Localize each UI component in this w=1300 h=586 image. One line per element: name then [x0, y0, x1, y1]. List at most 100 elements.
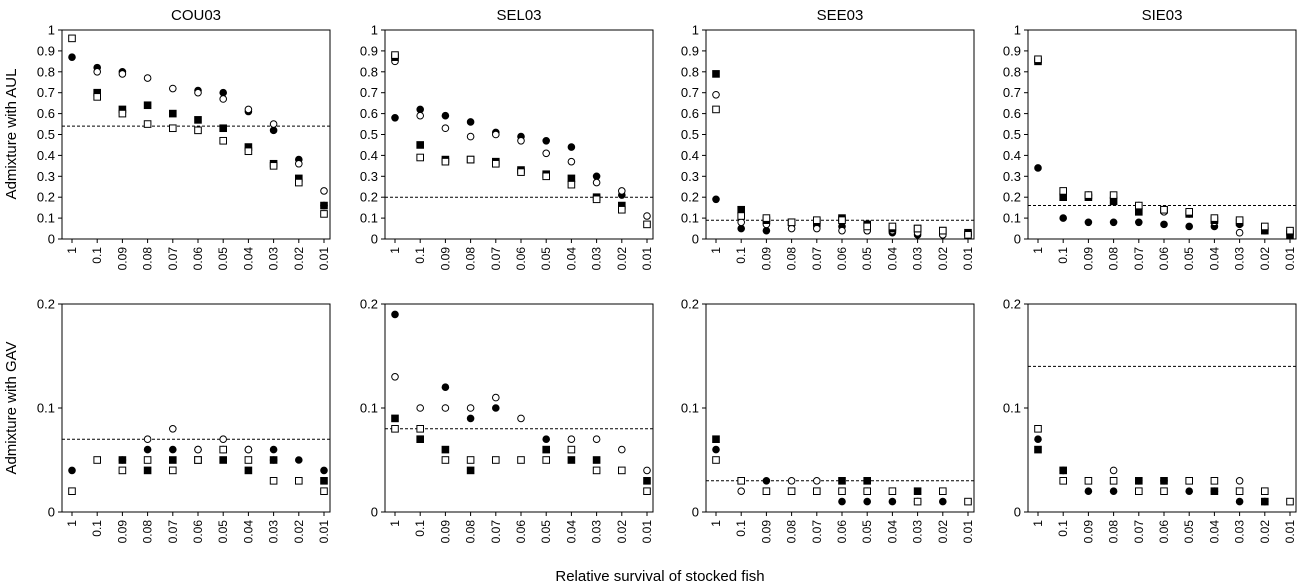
x-tick-label: 0.04: [885, 247, 899, 271]
data-point: [592, 195, 601, 204]
x-tick-label: 0.1: [90, 520, 104, 537]
y-tick-label: 0.2: [37, 297, 55, 312]
panel-frame: [705, 29, 975, 240]
x-tick-label: 0.08: [785, 520, 799, 544]
data-point: [68, 487, 76, 495]
data-point: [1286, 226, 1294, 235]
data-point: [93, 93, 102, 101]
data-point: [813, 216, 821, 224]
data-point: [1059, 187, 1068, 195]
data-point: [1160, 477, 1168, 485]
data-point: [492, 159, 500, 168]
data-point: [1235, 216, 1244, 224]
data-point: [391, 425, 399, 433]
x-tick-label: 1: [709, 247, 723, 254]
data-point: [567, 456, 576, 464]
data-point: [320, 210, 328, 218]
x-tick-label: 0.04: [564, 520, 578, 544]
x-tick-label: 0.09: [1081, 247, 1095, 271]
data-point: [1210, 487, 1219, 495]
x-tick-label: 0.1: [413, 247, 427, 264]
data-point: [762, 214, 771, 222]
x-tick-label: 0.03: [911, 520, 925, 544]
data-point: [618, 205, 626, 214]
panel-r1-c3: 0 0.1 0.2 1 0.1 0.09 0.08 0.07 0.06 0.05 0.04 0.03 0…: [1003, 297, 1297, 544]
y-tick-label: 0.8: [360, 64, 378, 79]
x-tick-label: 0.02: [292, 247, 306, 271]
data-point: [888, 487, 897, 495]
x-tick-label: 0.01: [961, 247, 975, 271]
data-point: [416, 404, 425, 412]
data-point: [143, 120, 152, 128]
data-point: [1109, 191, 1118, 199]
data-point: [1210, 477, 1219, 485]
y-tick-label: 0.1: [1003, 211, 1021, 226]
y-tick-label: 0.5: [681, 127, 699, 142]
data-point: [838, 216, 846, 224]
data-point: [1059, 477, 1068, 485]
data-point: [143, 456, 152, 464]
data-point: [1034, 425, 1042, 433]
data-point: [737, 218, 746, 227]
data-point: [169, 456, 177, 464]
x-tick-label: 0.03: [590, 247, 604, 271]
data-point: [441, 111, 450, 120]
data-point: [787, 487, 796, 495]
data-point: [762, 477, 771, 485]
y-tick-label: 0.4: [37, 148, 55, 163]
x-tick-label: 0.05: [216, 520, 230, 544]
data-point: [618, 187, 626, 195]
row-label-aul: Admixture with AUL: [3, 69, 20, 200]
data-point: [1135, 477, 1143, 485]
data-point: [244, 147, 253, 156]
x-tick-label: 0.09: [438, 520, 452, 544]
data-point: [441, 383, 450, 392]
y-tick-label: 0: [371, 232, 378, 247]
x-tick-label: 0.1: [1056, 520, 1070, 537]
data-point: [838, 487, 846, 495]
data-point: [1160, 220, 1168, 229]
y-tick-label: 0.5: [37, 127, 55, 142]
x-tick-label: 0.06: [514, 520, 528, 544]
panel-r1-c2: 0 0.1 0.2 1 0.1 0.09 0.08 0.07 0.06 0.05 0.04 0.03 0…: [681, 297, 975, 544]
data-point: [219, 435, 227, 444]
y-tick-label: 0.2: [681, 190, 699, 205]
data-point: [567, 157, 576, 166]
data-point: [320, 466, 328, 475]
data-point: [592, 466, 601, 475]
y-tick-label: 0.7: [37, 85, 55, 100]
data-point: [466, 118, 475, 126]
data-point: [219, 456, 227, 464]
data-point: [643, 212, 651, 220]
x-tick-label: 0.07: [489, 520, 503, 544]
x-tick-label: 0.02: [615, 520, 629, 544]
x-tick-label: 0.06: [835, 520, 849, 544]
data-point: [712, 70, 720, 78]
x-tick-label: 0.1: [734, 520, 748, 537]
data-point: [517, 414, 525, 423]
data-point: [93, 68, 101, 76]
data-point: [466, 456, 475, 464]
row-label-gav: Admixture with GAV: [3, 341, 20, 474]
y-tick-label: 1: [48, 23, 55, 38]
x-tick-label: 0.07: [810, 520, 824, 544]
panel-frame: [384, 303, 654, 513]
data-point: [295, 178, 303, 187]
data-point: [1059, 214, 1067, 222]
data-point: [1034, 164, 1042, 172]
data-point: [1261, 497, 1269, 506]
x-tick-label: 0.02: [1258, 520, 1272, 544]
data-point: [838, 226, 846, 235]
x-axis-label: Relative survival of stocked fish: [555, 568, 764, 585]
data-point: [194, 116, 202, 124]
data-point: [542, 435, 551, 444]
data-point: [1235, 497, 1244, 506]
y-tick-label: 0.1: [37, 401, 55, 416]
data-point: [143, 445, 152, 454]
data-point: [838, 477, 846, 485]
x-tick-label: 0.06: [191, 247, 205, 271]
x-tick-label: 1: [65, 520, 79, 527]
data-point: [118, 456, 127, 464]
data-point: [295, 159, 303, 168]
data-point: [813, 224, 821, 233]
